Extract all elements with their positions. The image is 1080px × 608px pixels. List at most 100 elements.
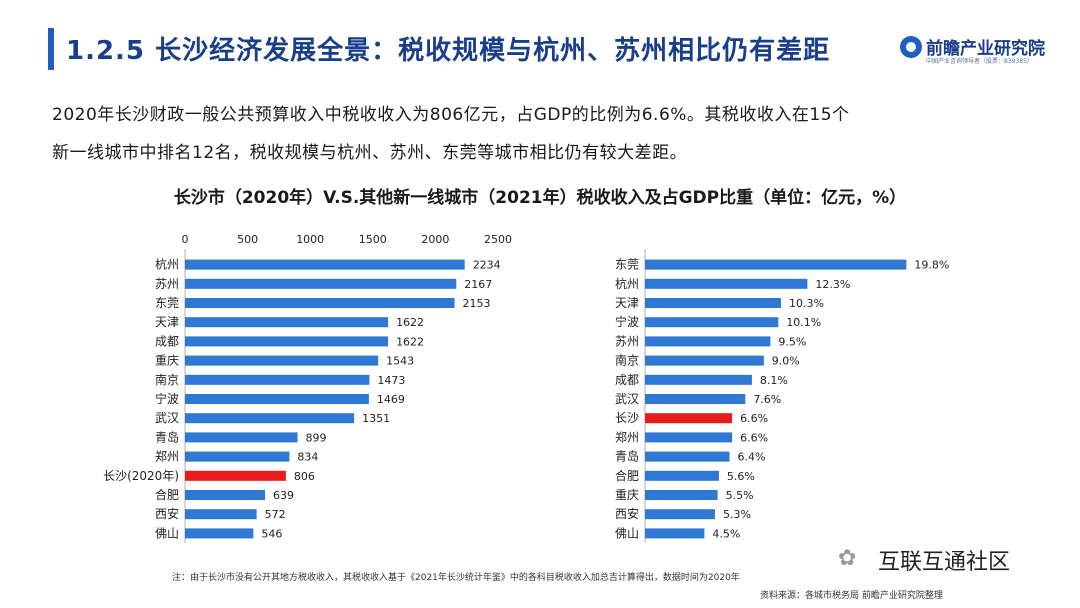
tax-revenue-bar	[185, 374, 370, 385]
tax-revenue-category-label: 南京	[155, 372, 179, 387]
tax-revenue-bar	[185, 528, 254, 539]
tax-revenue-data-label: 572	[265, 508, 286, 521]
tax-gdp-share-data-label: 5.3%	[723, 508, 751, 521]
tax-gdp-share-data-label: 5.6%	[727, 470, 755, 483]
tax-revenue-bar	[185, 259, 465, 270]
source-note: 资料来源：各城市税务局 前瞻产业研究院整理	[760, 591, 943, 601]
tax-gdp-share-bar	[645, 355, 764, 366]
tax-gdp-share-data-label: 4.5%	[712, 527, 740, 540]
tax-revenue-category-label: 成都	[155, 334, 179, 348]
tax-gdp-share-data-label: 5.5%	[726, 489, 754, 502]
tax-gdp-share-data-label: 7.6%	[753, 393, 781, 406]
page-title: 1.2.5 长沙经济发展全景：税收规模与杭州、苏州相比仍有差距	[66, 36, 831, 66]
tax-gdp-share-data-label: 6.4%	[737, 451, 765, 464]
tax-gdp-share-bar	[645, 278, 808, 289]
wechat-icon: ✿	[838, 546, 857, 571]
tax-gdp-share-category-label: 重庆	[615, 488, 639, 502]
tax-gdp-share-category-label: 成都	[615, 373, 639, 387]
tax-gdp-share-bar	[645, 259, 907, 270]
brand-name: 前瞻产业研究院	[926, 39, 1045, 59]
tax-gdp-share-category-label: 杭州	[615, 276, 639, 291]
tax-gdp-share-bar	[645, 470, 719, 481]
tax-gdp-share-bar	[645, 413, 733, 424]
tax-revenue-data-label: 2234	[473, 259, 501, 272]
tax-revenue-data-label: 1622	[396, 316, 424, 329]
tax-revenue-bar	[185, 317, 389, 328]
tax-revenue-data-label: 1469	[377, 393, 405, 406]
tax-gdp-share-data-label: 10.3%	[789, 297, 824, 310]
tax-revenue-category-label: 东莞	[155, 296, 179, 310]
tax-revenue-data-label: 2153	[463, 297, 491, 310]
brand-tagline: 中国产业咨询领导者（股票：839385）	[926, 58, 1033, 65]
tax-gdp-share-category-label: 郑州	[615, 429, 639, 444]
tax-gdp-share-category-label: 西安	[615, 506, 639, 521]
tax-gdp-share-data-label: 12.3%	[815, 278, 850, 291]
tax-revenue-data-label: 639	[273, 489, 294, 502]
tax-gdp-share-data-label: 10.1%	[786, 316, 821, 329]
tax-gdp-share-bar	[645, 298, 781, 308]
tax-gdp-share-bar	[645, 432, 733, 443]
tax-revenue-bar	[185, 432, 298, 443]
tax-revenue-data-label: 1543	[386, 355, 414, 368]
tax-gdp-share-category-label: 宁波	[615, 314, 639, 329]
intro-line-1: 2020年长沙财政一般公共预算收入中税收收入为806亿元，占GDP的比例为6.6…	[52, 105, 850, 125]
tax-revenue-bar	[185, 298, 455, 308]
tax-revenue-tick-label: 0	[182, 233, 189, 246]
tax-gdp-share-category-label: 青岛	[615, 449, 639, 464]
intro-line-2: 新一线城市中排名12名，税收规模与杭州、苏州、东莞等城市相比仍有较大差距。	[52, 143, 688, 163]
wechat-badge-text: 互联互通社区	[878, 550, 1011, 575]
tax-gdp-share-category-label: 武汉	[615, 392, 639, 406]
tax-revenue-bar	[185, 278, 457, 289]
tax-gdp-share-bar	[645, 528, 705, 539]
tax-revenue-tick-label: 500	[237, 233, 258, 246]
tax-gdp-share-bar	[645, 451, 730, 462]
tax-gdp-share-bar	[645, 509, 715, 520]
tax-gdp-share-data-label: 19.8%	[914, 259, 949, 272]
tax-revenue-data-label: 899	[306, 431, 327, 444]
tax-revenue-category-label: 苏州	[155, 277, 179, 291]
tax-gdp-share-category-label: 佛山	[615, 526, 639, 540]
tax-revenue-tick-label: 2500	[484, 233, 512, 246]
tax-gdp-share-data-label: 9.5%	[778, 335, 806, 348]
tax-gdp-share-category-label: 东莞	[615, 258, 639, 272]
tax-revenue-category-label: 杭州	[155, 257, 179, 272]
tax-revenue-data-label: 834	[297, 451, 318, 464]
tax-gdp-share-bar	[645, 336, 771, 347]
tax-gdp-share-category-label: 南京	[615, 353, 639, 368]
tax-gdp-share-bar	[645, 394, 746, 404]
tax-revenue-bar	[185, 490, 266, 500]
tax-revenue-tick-label: 1500	[359, 233, 387, 246]
intro-paragraph: 2020年长沙财政一般公共预算收入中税收收入为806亿元，占GDP的比例为6.6…	[52, 96, 1042, 172]
tax-revenue-data-label: 546	[261, 527, 282, 540]
tax-gdp-share-category-label: 合肥	[615, 468, 639, 483]
brand-logo-icon	[900, 36, 922, 58]
tax-revenue-bar	[185, 394, 369, 404]
tax-revenue-data-label: 1351	[362, 412, 390, 425]
tax-revenue-bar	[185, 355, 379, 366]
tax-gdp-share-data-label: 8.1%	[760, 374, 788, 387]
tax-revenue-bar	[185, 509, 257, 520]
tax-revenue-data-label: 2167	[464, 278, 492, 291]
tax-revenue-bar	[185, 413, 355, 424]
tax-revenue-category-label: 合肥	[155, 487, 179, 502]
tax-gdp-share-category-label: 天津	[615, 296, 639, 310]
tax-gdp-share-data-label: 9.0%	[772, 355, 800, 368]
tax-revenue-tick-label: 1000	[296, 233, 324, 246]
tax-revenue-bar	[185, 336, 389, 347]
tax-revenue-category-label: 武汉	[155, 411, 179, 425]
tax-gdp-share-category-label: 长沙	[615, 411, 639, 425]
tax-gdp-share-category-label: 苏州	[615, 334, 639, 348]
tax-revenue-category-label: 佛山	[155, 526, 179, 540]
footnote: 注：由于长沙市没有公开其地方税收收入，其税收收入基于《2021年长沙统计年鉴》中…	[172, 573, 740, 583]
tax-gdp-share-bar	[645, 374, 752, 385]
tax-revenue-data-label: 1473	[377, 374, 405, 387]
tax-gdp-share-bar	[645, 490, 718, 500]
tax-revenue-category-label: 郑州	[155, 449, 179, 464]
tax-revenue-category-label: 天津	[155, 315, 179, 329]
brand-logo: 前瞻产业研究院 中国产业咨询领导者（股票：839385）	[900, 34, 1050, 70]
chart-title: 长沙市（2020年）V.S.其他新一线城市（2021年）税收收入及占GDP比重（…	[173, 188, 907, 208]
tax-revenue-tick-label: 2000	[421, 233, 449, 246]
tax-gdp-share-data-label: 6.6%	[740, 412, 768, 425]
tax-revenue-bar	[185, 451, 290, 462]
